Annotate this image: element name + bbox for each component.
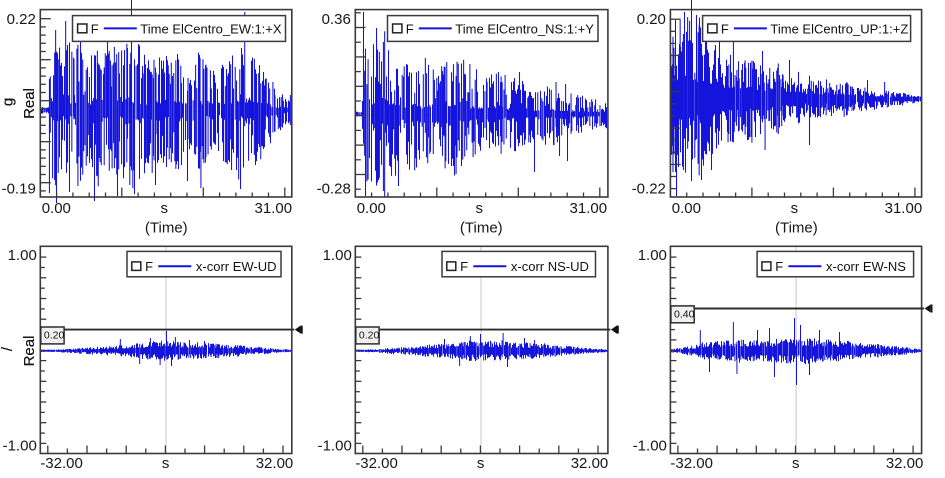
svg-text:x-corr EW-UD: x-corr EW-UD <box>196 259 277 274</box>
svg-text:F: F <box>91 21 99 36</box>
svg-text:Time ElCentro_EW:1:+X: Time ElCentro_EW:1:+X <box>140 22 282 37</box>
svg-text:-0.22: -0.22 <box>632 180 666 197</box>
svg-text:g: g <box>0 98 17 106</box>
svg-text:0.20: 0.20 <box>637 11 666 28</box>
svg-text:x-corr EW-NS: x-corr EW-NS <box>826 259 906 274</box>
svg-text:/: / <box>0 346 16 351</box>
svg-text:1.00: 1.00 <box>8 247 37 264</box>
svg-text:0.00: 0.00 <box>42 200 71 217</box>
svg-text:1.00: 1.00 <box>638 247 667 264</box>
svg-text:-1.00: -1.00 <box>3 437 37 454</box>
svg-text:Time ElCentro_NS:1:+Y: Time ElCentro_NS:1:+Y <box>455 22 594 37</box>
svg-text:-1.00: -1.00 <box>633 437 667 454</box>
svg-text:-1.00: -1.00 <box>318 437 352 454</box>
svg-text:-32.00: -32.00 <box>670 455 713 472</box>
svg-text:Real: Real <box>21 88 38 119</box>
svg-text:0.22: 0.22 <box>7 11 36 28</box>
svg-text:s: s <box>476 200 484 217</box>
svg-text:F: F <box>145 259 153 274</box>
svg-text:31.00: 31.00 <box>570 200 608 217</box>
svg-text:-32.00: -32.00 <box>40 455 83 472</box>
svg-text:s: s <box>161 200 169 217</box>
svg-text:Real: Real <box>21 336 38 367</box>
svg-text:/: / <box>0 346 16 351</box>
svg-text:0.20: 0.20 <box>359 330 380 342</box>
svg-text:-0.19: -0.19 <box>2 180 36 197</box>
svg-text:0.00: 0.00 <box>357 200 386 217</box>
svg-text:Real: Real <box>21 88 38 119</box>
svg-text:(Time): (Time) <box>460 220 503 237</box>
svg-text:Time ElCentro_UP:1:+Z: Time ElCentro_UP:1:+Z <box>770 22 908 37</box>
svg-text:g: g <box>0 98 17 106</box>
svg-text:F: F <box>460 259 468 274</box>
svg-text:1.00: 1.00 <box>323 247 352 264</box>
svg-text:-0.28: -0.28 <box>317 180 351 197</box>
svg-text:-32.00: -32.00 <box>355 455 398 472</box>
svg-text:F: F <box>775 259 783 274</box>
svg-text:32.00: 32.00 <box>886 455 924 472</box>
svg-text:(Time): (Time) <box>145 220 188 237</box>
svg-text:g: g <box>0 98 17 106</box>
svg-text:31.00: 31.00 <box>885 200 923 217</box>
svg-text:32.00: 32.00 <box>256 455 294 472</box>
svg-text:F: F <box>406 21 414 36</box>
svg-text:0.20: 0.20 <box>44 330 65 342</box>
svg-text:Real: Real <box>21 336 38 367</box>
svg-text:32.00: 32.00 <box>571 455 609 472</box>
svg-text:s: s <box>791 200 799 217</box>
svg-text:31.00: 31.00 <box>255 200 293 217</box>
svg-text:s: s <box>792 455 800 472</box>
svg-text:s: s <box>162 455 170 472</box>
svg-text:0.36: 0.36 <box>322 11 351 28</box>
svg-text:Real: Real <box>21 88 38 119</box>
svg-text:0.00: 0.00 <box>672 200 701 217</box>
svg-text:x-corr NS-UD: x-corr NS-UD <box>511 259 589 274</box>
svg-text:s: s <box>477 455 485 472</box>
svg-text:/: / <box>0 346 16 351</box>
svg-text:(Time): (Time) <box>775 220 818 237</box>
svg-text:0.40: 0.40 <box>674 309 695 321</box>
svg-text:Real: Real <box>21 336 38 367</box>
svg-text:F: F <box>721 21 729 36</box>
